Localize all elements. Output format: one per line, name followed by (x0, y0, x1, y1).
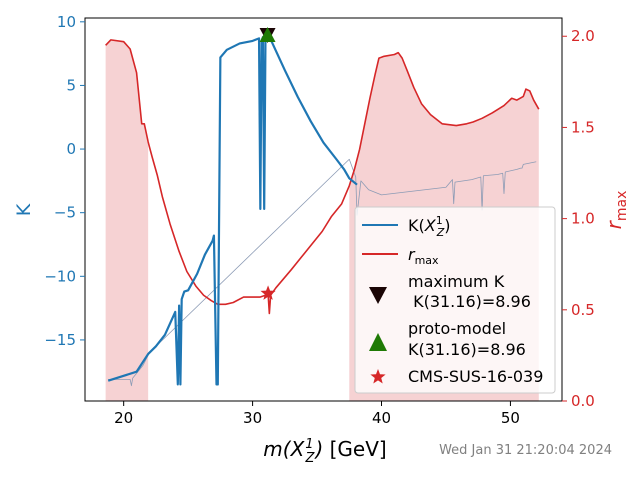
y-right-tick-label: 1.5 (571, 118, 595, 136)
rmax-series-line (105, 39, 540, 315)
cms-sus-16-039-star-marker (260, 285, 276, 300)
legend-box (354, 206, 556, 394)
timestamp: Wed Jan 31 21:20:04 2024 (439, 443, 612, 458)
y-right-axis-ticks: 0.0 0.5 1.0 1.5 2.0 (562, 27, 595, 410)
y-left-tick-label: 10 (57, 13, 76, 31)
y-right-tick-label: 2.0 (571, 27, 595, 45)
x-axis-label: m(X1 Z) [GeV] (263, 437, 386, 466)
legend-maximum-line1: maximum K (408, 272, 505, 291)
x-tick-label: 20 (114, 409, 133, 427)
y-left-tick-label: −15 (44, 331, 76, 349)
k-series-line (107, 33, 358, 386)
x-tick-label: 50 (501, 409, 520, 427)
legend-maximum-marker (369, 287, 387, 304)
series-group (105, 33, 540, 387)
y-left-axis-label: K (13, 203, 35, 216)
legend-cms-label: CMS-SUS-16-039 (408, 367, 543, 386)
rmax-fill-region-1 (105, 39, 149, 401)
proto-model-marker (259, 27, 276, 43)
legend-proto-marker (369, 333, 387, 351)
markers-group (259, 27, 276, 300)
legend-maximum-line2: K(31.16)=8.96 (408, 292, 531, 311)
y-left-tick-label: 0 (66, 140, 76, 158)
y-left-axis-ticks: −15 −10 −5 0 5 10 (44, 13, 85, 349)
x-axis-ticks: 20 30 40 50 (114, 401, 520, 427)
y-right-axis-label: rmax (602, 191, 630, 230)
y-left-tick-label: −10 (44, 267, 76, 285)
plot-frame (84, 17, 563, 402)
y-right-tick-label: 0.5 (571, 301, 595, 319)
y-left-tick-label: 5 (66, 76, 76, 94)
legend-proto-line2: K(31.16)=8.96 (408, 340, 526, 359)
y-right-tick-label: 1.0 (571, 210, 595, 228)
legend-k-label: K(X1 Z) (408, 214, 451, 239)
legend-cms-star-marker (370, 369, 386, 384)
legend-proto-line1: proto-model (408, 319, 506, 338)
legend-rmax-label: rmax (408, 245, 439, 267)
y-left-tick-label: −5 (54, 204, 76, 222)
legend: K(X1 Z) rmax maximum K K(31.16)=8.96 prot… (354, 206, 556, 394)
x-tick-label: 40 (372, 409, 391, 427)
y-right-tick-label: 0.0 (571, 392, 595, 410)
x-tick-label: 30 (243, 409, 262, 427)
